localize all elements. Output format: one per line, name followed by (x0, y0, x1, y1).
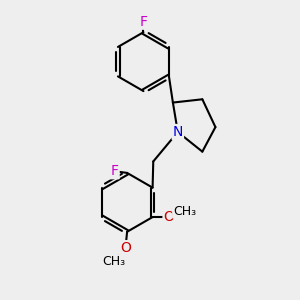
Text: O: O (120, 241, 131, 255)
Text: CH₃: CH₃ (102, 255, 126, 268)
Text: F: F (140, 15, 148, 29)
Text: F: F (111, 164, 119, 178)
Text: O: O (164, 210, 174, 224)
Text: CH₃: CH₃ (173, 205, 196, 218)
Text: N: N (172, 125, 183, 139)
